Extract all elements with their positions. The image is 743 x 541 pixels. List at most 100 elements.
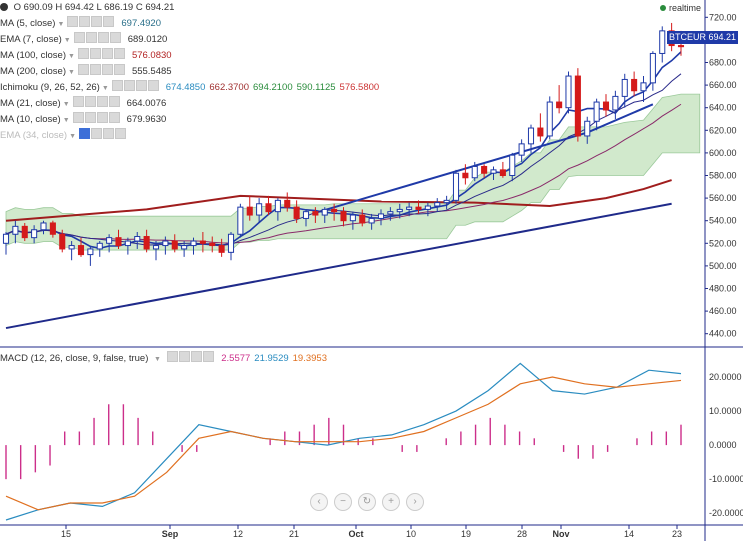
legend-row[interactable]: MA (21, close) ▼ 664.0076 <box>0 96 166 110</box>
time-tick-label: Nov <box>552 529 569 539</box>
candle-body <box>274 199 281 213</box>
indicator-settings-icon[interactable] <box>79 16 91 27</box>
indicator-value: 664.0076 <box>126 98 167 109</box>
indicator-value: 694.2100 <box>253 82 293 93</box>
legend-row[interactable]: EMA (34, close) ▼ <box>0 128 127 142</box>
price-tick-label: 720.00 <box>709 12 737 22</box>
candle-body <box>574 75 581 137</box>
settings-dot-icon[interactable] <box>0 3 8 11</box>
indicator-close-icon[interactable] <box>113 64 125 75</box>
indicator-settings-icon[interactable] <box>85 32 97 43</box>
indicator-add-icon[interactable] <box>96 112 108 123</box>
candle-body <box>640 82 647 92</box>
legend-row[interactable]: Ichimoku (9, 26, 52, 26) ▼ 674.4850 662.370… <box>0 80 379 94</box>
indicator-settings-icon[interactable] <box>89 48 101 59</box>
indicator-settings-icon[interactable] <box>91 128 102 139</box>
indicator-close-icon[interactable] <box>109 32 121 43</box>
candle-body <box>284 199 291 208</box>
price-tick-label: 580.00 <box>709 171 737 181</box>
line-ma-200-close- <box>5 202 672 330</box>
indicator-value: 697.4920 <box>121 18 161 29</box>
macd-values: 2.5577 21.9529 19.3953 <box>217 353 327 364</box>
indicator-name: MA (200, close) <box>0 66 66 77</box>
candle-body <box>387 211 394 215</box>
macd-settings-icon[interactable] <box>178 351 190 362</box>
indicator-close-icon[interactable] <box>113 48 125 59</box>
macd-close-icon[interactable] <box>202 351 214 362</box>
symbol-price-label: 694.21 <box>708 32 737 42</box>
candle-body <box>265 203 272 213</box>
indicator-dropdown-icon[interactable]: ▼ <box>62 101 70 108</box>
indicator-visibility-icon[interactable] <box>73 32 85 43</box>
indicator-visibility-icon[interactable] <box>77 48 89 59</box>
indicator-visibility-icon[interactable] <box>72 112 84 123</box>
indicator-close-icon[interactable] <box>115 128 126 139</box>
indicator-close-icon[interactable] <box>103 16 115 27</box>
indicator-close-icon[interactable] <box>108 112 120 123</box>
price-tick-label: 680.00 <box>709 58 737 68</box>
candle-body <box>218 245 225 253</box>
indicator-settings-icon[interactable] <box>123 80 135 91</box>
indicator-add-icon[interactable] <box>103 128 114 139</box>
candle-body <box>96 242 103 250</box>
price-tick-label: 500.00 <box>709 261 737 271</box>
legend-row[interactable]: MA (10, close) ▼ 679.9630 <box>0 112 166 126</box>
indicator-dropdown-icon[interactable]: ▼ <box>68 53 75 60</box>
indicator-visibility-icon[interactable] <box>72 96 84 107</box>
candle-body <box>584 120 591 137</box>
candle-body <box>302 211 310 219</box>
zoom-in-icon[interactable]: + <box>382 493 400 511</box>
candle-body <box>649 52 656 84</box>
candle-body <box>77 245 85 256</box>
price-tick-label: 540.00 <box>709 216 737 226</box>
indicator-value: 555.5485 <box>131 66 172 77</box>
indicator-close-icon[interactable] <box>147 80 159 91</box>
indicator-value: 576.0830 <box>131 50 172 61</box>
indicator-dropdown-icon[interactable]: ▼ <box>63 37 71 44</box>
legend-row[interactable]: MA (5, close) ▼ 697.4920 <box>0 16 161 30</box>
candle-body <box>612 95 619 111</box>
indicator-add-icon[interactable] <box>97 32 109 43</box>
candle-body <box>246 206 253 216</box>
indicator-settings-icon[interactable] <box>84 112 96 123</box>
indicator-add-icon[interactable] <box>91 16 103 27</box>
indicator-close-icon[interactable] <box>108 96 120 107</box>
indicator-add-icon[interactable] <box>135 80 147 91</box>
indicator-dropdown-icon[interactable]: ▼ <box>68 69 75 76</box>
indicator-add-icon[interactable] <box>96 96 108 107</box>
indicator-settings-icon[interactable] <box>84 96 96 107</box>
legend-row[interactable]: EMA (7, close) ▼ 689.0120 <box>0 32 167 46</box>
candle-body <box>227 233 235 253</box>
macd-add-icon[interactable] <box>190 351 202 362</box>
macd-visibility-icon[interactable] <box>166 351 178 362</box>
macd-dropdown-icon[interactable]: ▼ <box>154 356 161 363</box>
symbol-price-tag: BTCEUR 694.21 <box>667 31 739 44</box>
indicator-name: EMA (34, close) <box>0 130 68 141</box>
scroll-left-icon[interactable]: ‹ <box>310 493 328 511</box>
candle-body <box>106 237 113 244</box>
indicator-add-icon[interactable] <box>101 64 113 75</box>
reset-icon[interactable]: ↻ <box>358 493 376 511</box>
candle-body <box>434 202 441 207</box>
indicator-visibility-icon[interactable] <box>67 16 79 27</box>
price-tick-label: 660.00 <box>709 80 737 90</box>
indicator-visibility-icon[interactable] <box>79 128 90 139</box>
indicator-settings-icon[interactable] <box>89 64 101 75</box>
legend-row[interactable]: MA (200, close) ▼ 555.5485 <box>0 64 172 78</box>
scroll-right-icon[interactable]: › <box>406 493 424 511</box>
indicator-visibility-icon[interactable] <box>111 80 123 91</box>
candle-body <box>68 245 75 250</box>
candle-body <box>124 240 131 247</box>
indicator-dropdown-icon[interactable]: ▼ <box>62 117 70 124</box>
indicator-dropdown-icon[interactable]: ▼ <box>101 85 109 92</box>
indicator-dropdown-icon[interactable]: ▼ <box>69 133 76 140</box>
indicator-add-icon[interactable] <box>101 48 113 59</box>
zoom-out-icon[interactable]: − <box>334 493 352 511</box>
candle-body <box>2 233 10 244</box>
candle-body <box>677 45 685 48</box>
legend-row[interactable]: MA (100, close) ▼ 576.0830 <box>0 48 172 62</box>
indicator-dropdown-icon[interactable]: ▼ <box>57 21 65 28</box>
indicator-visibility-icon[interactable] <box>77 64 89 75</box>
